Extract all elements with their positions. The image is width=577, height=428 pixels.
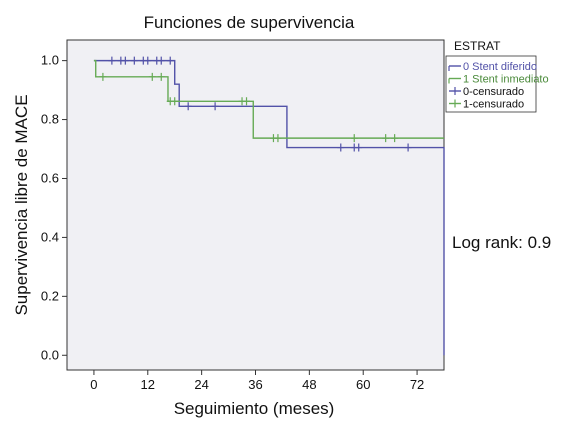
- y-axis-label: Supervivencia libre de MACE: [12, 94, 31, 315]
- legend-label: 1 Stent inmediato: [463, 74, 549, 86]
- y-tick-label: 0.4: [41, 229, 59, 244]
- y-tick-label: 0.2: [41, 288, 59, 303]
- censor-mark: [350, 134, 358, 143]
- censor-mark: [121, 56, 129, 65]
- censor-mark: [382, 134, 390, 143]
- series-layer: [93, 56, 445, 356]
- censor-mark: [99, 72, 107, 81]
- censor-mark: [184, 102, 192, 111]
- x-axis-label: Seguimiento (meses): [174, 399, 335, 418]
- x-tick-label: 48: [302, 377, 316, 392]
- legend-label: 1-censurado: [463, 99, 524, 111]
- survival-curve-0: [93, 59, 445, 356]
- x-tick-label: 72: [410, 377, 424, 392]
- y-tick-label: 0.6: [41, 170, 59, 185]
- censor-mark: [166, 56, 174, 65]
- plot-area: [66, 39, 445, 371]
- censor-mark: [404, 143, 412, 152]
- censor-mark: [144, 56, 152, 65]
- log-rank-annotation: Log rank: 0.9: [452, 233, 551, 252]
- y-tick-label: 0.0: [41, 347, 59, 362]
- y-tick-label: 1.0: [41, 53, 59, 68]
- legend-label: 0-censurado: [463, 86, 524, 98]
- survival-curve-1: [93, 59, 444, 139]
- legend-label: 0 Stent diferido: [463, 61, 537, 73]
- legend-title: ESTRAT: [454, 39, 501, 53]
- censor-mark: [108, 56, 116, 65]
- y-tick-label: 0.8: [41, 112, 59, 127]
- censor-mark: [157, 56, 165, 65]
- x-tick-label: 24: [194, 377, 208, 392]
- censor-mark: [211, 102, 219, 111]
- x-tick-label: 60: [356, 377, 370, 392]
- censor-mark: [171, 97, 179, 106]
- x-tick-label: 36: [248, 377, 262, 392]
- x-tick-label: 12: [141, 377, 155, 392]
- censor-mark: [337, 143, 345, 152]
- censor-mark: [391, 134, 399, 143]
- censor-mark: [130, 56, 138, 65]
- censor-mark: [148, 72, 156, 81]
- x-axis: 0 12 24 36 48 60 72: [90, 370, 424, 392]
- chart-title: Funciones de supervivencia: [144, 13, 355, 32]
- y-axis: 0.0 0.2 0.4 0.6 0.8 1.0: [41, 53, 67, 362]
- censor-mark: [274, 134, 282, 143]
- plot-background: [66, 39, 445, 371]
- censor-mark: [355, 143, 363, 152]
- censor-mark: [157, 72, 165, 81]
- censor-mark: [243, 97, 251, 106]
- x-tick-label: 0: [90, 377, 97, 392]
